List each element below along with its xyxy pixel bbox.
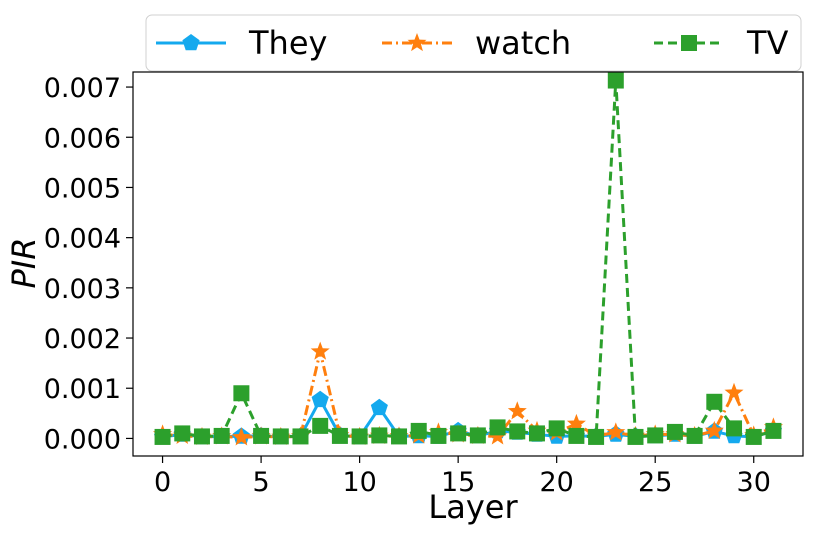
data-point bbox=[724, 382, 744, 401]
legend-marker bbox=[182, 34, 200, 51]
data-point bbox=[507, 401, 527, 420]
data-point bbox=[666, 423, 683, 440]
y-tick-label: 0.003 bbox=[44, 274, 121, 305]
legend-marker bbox=[407, 33, 427, 52]
data-point bbox=[686, 427, 703, 444]
data-point bbox=[233, 385, 250, 402]
data-point bbox=[745, 428, 762, 445]
data-point bbox=[704, 420, 724, 439]
data-point bbox=[272, 428, 289, 445]
data-point bbox=[310, 341, 330, 360]
data-point bbox=[488, 426, 508, 445]
data-point bbox=[231, 427, 251, 446]
legend-item-they: They bbox=[156, 24, 327, 62]
y-tick-label: 0.000 bbox=[44, 424, 121, 455]
data-point bbox=[647, 427, 664, 444]
data-point bbox=[391, 428, 408, 445]
series-tv bbox=[154, 72, 782, 445]
y-axis: 0.000 0.001 0.002 0.003 0.004 0.005 0.006 0.007 bbox=[44, 73, 133, 455]
x-tick-label: 30 bbox=[737, 467, 771, 498]
legend-item-watch: watch bbox=[382, 24, 571, 62]
x-tick-label: 5 bbox=[252, 467, 269, 498]
data-point bbox=[312, 417, 329, 434]
data-point bbox=[606, 422, 626, 441]
x-axis-label: Layer bbox=[428, 488, 518, 526]
data-point bbox=[566, 413, 586, 432]
y-tick-label: 0.004 bbox=[44, 224, 121, 255]
data-point bbox=[430, 427, 447, 444]
data-point bbox=[568, 427, 585, 444]
legend-label: They bbox=[248, 24, 327, 62]
data-point bbox=[371, 427, 388, 444]
legend-marker bbox=[681, 35, 697, 51]
data-point bbox=[193, 428, 210, 445]
plot-area bbox=[132, 71, 804, 457]
data-point bbox=[213, 427, 230, 444]
legend-label: watch bbox=[475, 24, 571, 62]
data-point bbox=[765, 422, 782, 439]
data-point bbox=[469, 427, 486, 444]
x-tick-label: 25 bbox=[638, 467, 672, 498]
y-tick-label: 0.007 bbox=[44, 73, 121, 104]
data-point bbox=[509, 423, 526, 440]
data-point bbox=[292, 428, 309, 445]
data-point bbox=[489, 419, 506, 436]
legend-box bbox=[145, 14, 802, 72]
y-tick-label: 0.002 bbox=[44, 324, 121, 355]
y-tick-label: 0.001 bbox=[44, 374, 121, 405]
y-tick-label: 0.005 bbox=[44, 173, 121, 204]
data-point bbox=[154, 428, 171, 445]
data-point bbox=[370, 398, 388, 416]
legend-item-tv: TV bbox=[654, 24, 789, 62]
x-tick-label: 20 bbox=[539, 467, 573, 498]
data-point bbox=[588, 428, 605, 445]
data-point bbox=[351, 428, 368, 445]
data-point bbox=[174, 425, 191, 442]
data-point bbox=[607, 72, 624, 89]
data-point bbox=[548, 420, 565, 437]
data-point bbox=[528, 425, 545, 442]
data-point bbox=[726, 420, 743, 437]
y-axis-label: PIR bbox=[5, 238, 43, 289]
x-tick-label: 15 bbox=[441, 467, 475, 498]
data-point bbox=[253, 427, 270, 444]
data-point bbox=[706, 393, 723, 410]
plot-frame bbox=[132, 71, 804, 457]
legend-label: TV bbox=[746, 24, 789, 62]
y-tick-label: 0.006 bbox=[44, 123, 121, 154]
series-line-tv bbox=[162, 80, 774, 439]
data-point bbox=[311, 390, 329, 408]
data-point bbox=[450, 425, 467, 442]
data-point bbox=[627, 428, 644, 445]
x-tick-label: 0 bbox=[154, 467, 171, 498]
legend: They watch TV bbox=[145, 14, 802, 72]
data-point bbox=[410, 422, 427, 439]
data-point bbox=[331, 427, 348, 444]
x-axis: 0 5 10 15 20 25 30 bbox=[154, 456, 771, 498]
x-tick-label: 10 bbox=[342, 467, 376, 498]
